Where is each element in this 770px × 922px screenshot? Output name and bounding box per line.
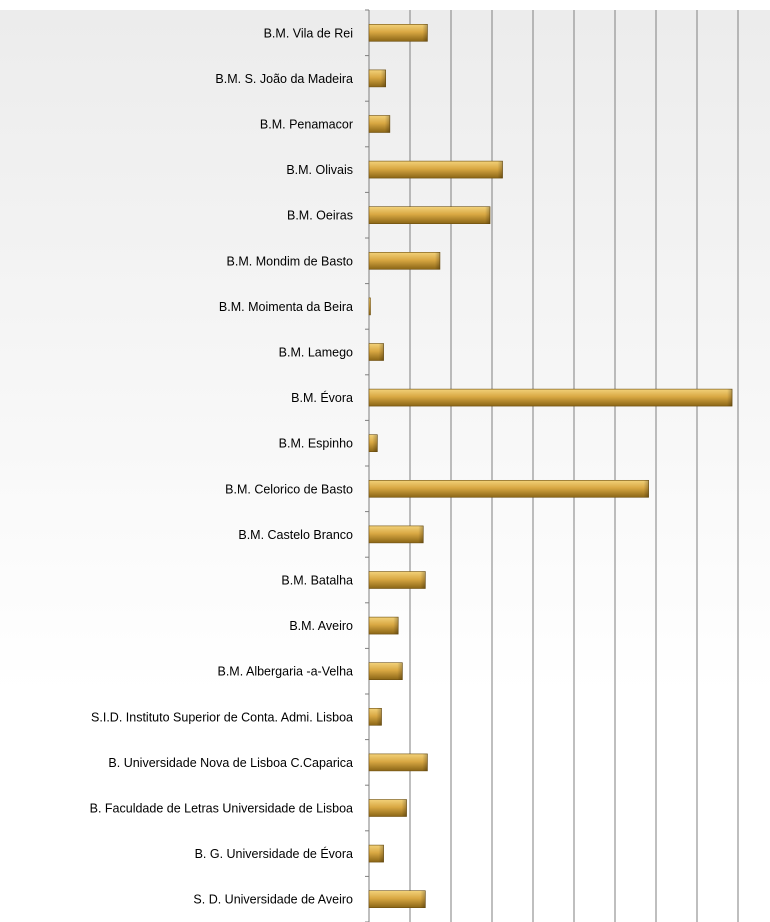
bar-rect	[368, 571, 426, 589]
bar-8	[368, 343, 384, 361]
category-label: S. D. Universidade de Aveiro	[193, 893, 353, 907]
category-label: B.M. Espinho	[279, 437, 353, 451]
bar-end-shade	[378, 343, 384, 361]
bars	[368, 23, 733, 909]
category-label: B.M. Lamego	[279, 346, 353, 360]
bar-rect	[368, 252, 441, 270]
bar-end-shade	[393, 617, 399, 635]
category-label: B.M. Évora	[291, 390, 353, 405]
bar-end-shade	[422, 24, 428, 42]
bar-2	[368, 69, 386, 88]
bar-17	[368, 753, 428, 772]
bar-end-shade	[384, 115, 390, 133]
bar-11	[368, 479, 649, 498]
bar-18	[368, 799, 407, 817]
bar-rect	[368, 206, 491, 224]
bar-14	[368, 616, 399, 635]
bar-rect	[368, 297, 371, 316]
bar-end-shade	[401, 799, 407, 817]
category-label: B.M. Albergaria -a-Velha	[218, 665, 354, 679]
bar-end-shade	[397, 662, 403, 680]
bar-12	[368, 525, 424, 544]
category-label: B.M. Castelo Branco	[238, 528, 353, 542]
bar-6	[368, 252, 441, 270]
bar-rect	[368, 525, 424, 544]
bar-end-shade	[418, 525, 424, 543]
bar-15	[368, 662, 403, 681]
bar-1	[368, 23, 428, 42]
bar-4	[368, 160, 503, 179]
bar-rect	[368, 479, 649, 498]
bar-rect	[368, 160, 503, 179]
bar-rect	[368, 799, 407, 817]
bar-19	[368, 844, 384, 863]
chart-background	[0, 10, 770, 922]
category-label: B.M. Celorico de Basto	[225, 482, 353, 496]
bar-7	[368, 297, 371, 316]
bar-end-shade	[485, 206, 491, 224]
bar-end-shade	[420, 571, 426, 589]
category-label: B.M. Penamacor	[260, 118, 353, 132]
category-labels: B.M. Vila de Rei B.M. S. João da Madeira B…	[90, 26, 353, 906]
bar-end-shade	[420, 890, 426, 908]
bar-end-shade	[380, 69, 386, 87]
bar-rect	[368, 753, 428, 772]
bar-end-shade	[378, 845, 384, 863]
bar-13	[368, 571, 426, 589]
category-label: B.M. S. João da Madeira	[215, 72, 353, 86]
category-label: B.M. Batalha	[281, 574, 353, 588]
category-label: B.M. Oeiras	[287, 209, 353, 223]
bar-10	[368, 434, 378, 453]
bar-end-shade	[497, 161, 503, 179]
bar-end-shade	[643, 480, 649, 498]
category-label: B. Universidade Nova de Lisboa C.Caparic…	[108, 756, 353, 770]
category-axis	[365, 9, 370, 922]
bar-end-shade	[434, 252, 440, 270]
bar-9	[368, 388, 733, 407]
category-label: S.I.D. Instituto Superior de Conta. Admi…	[91, 710, 353, 724]
bar-end-shade	[372, 434, 378, 452]
category-label: B.M. Mondim de Basto	[227, 254, 353, 268]
bar-16	[368, 707, 382, 726]
bar-5	[368, 206, 491, 224]
bar-end-shade	[422, 753, 428, 771]
bar-end-shade	[376, 708, 382, 726]
category-label: B.M. Olivais	[286, 163, 353, 177]
bar-rect	[368, 662, 403, 681]
category-label: B.M. Moimenta da Beira	[219, 300, 353, 314]
category-label: B.M. Vila de Rei	[264, 26, 353, 40]
bar-3	[368, 115, 391, 133]
bar-rect	[368, 890, 426, 909]
bar-20	[368, 890, 426, 909]
category-label: B.M. Aveiro	[289, 619, 353, 633]
bar-rect	[368, 23, 428, 42]
bar-rect	[368, 388, 733, 407]
bar-end-shade	[727, 389, 733, 407]
category-label: B. Faculdade de Letras Universidade de L…	[90, 802, 353, 816]
category-label: B. G. Universidade de Évora	[195, 846, 353, 861]
